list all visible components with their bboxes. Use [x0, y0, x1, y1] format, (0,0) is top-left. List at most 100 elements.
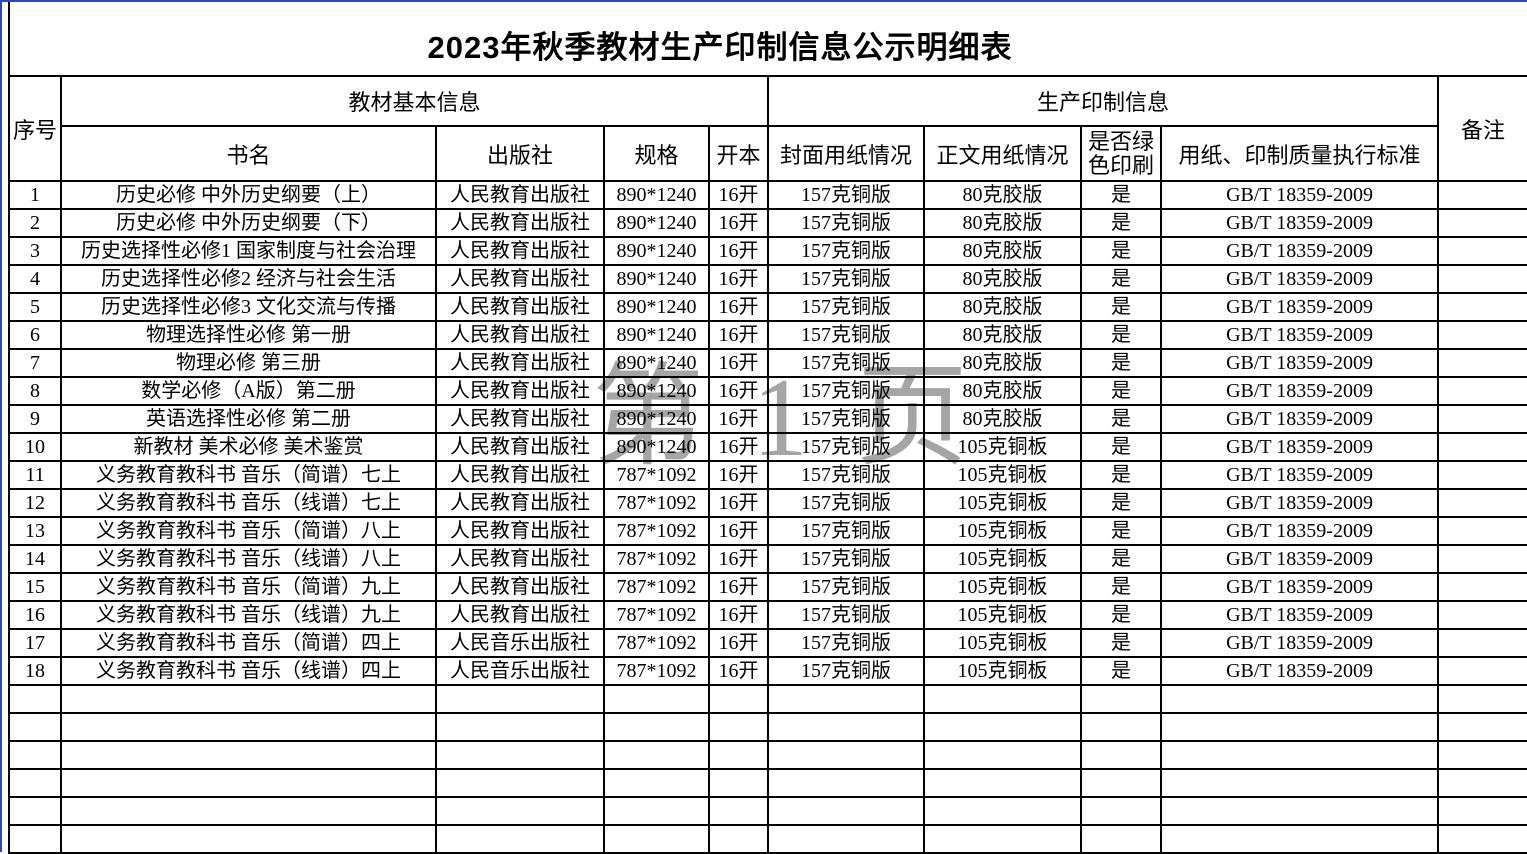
- cell-spec: 890*1240: [603, 236, 710, 266]
- cell-body-paper: 105克铜板: [923, 460, 1083, 490]
- table-row: 5 历史选择性必修3 文化交流与传播 人民教育出版社 890*1240 16开 157克铜…: [8, 292, 1527, 322]
- cell-book-name: 义务教育教科书 音乐（简谱）七上: [60, 460, 437, 490]
- cell-green-print: 是: [1080, 404, 1163, 434]
- cell-green-print: 是: [1080, 236, 1163, 266]
- col-header-serial: 序号: [8, 75, 62, 182]
- cell-serial: 2: [8, 208, 62, 238]
- cell-standard: GB/T 18359-2009: [1160, 236, 1440, 266]
- cell-spec: 890*1240: [603, 264, 710, 294]
- cell-book-name: [60, 740, 437, 770]
- cell-book-name: 历史选择性必修3 文化交流与传播: [60, 292, 437, 322]
- cell-green-print: [1080, 684, 1163, 714]
- col-header-quality-standard: 用纸、印制质量执行标准: [1160, 125, 1440, 182]
- cell-book-name: 历史选择性必修2 经济与社会生活: [60, 264, 437, 294]
- cell-green-print: 是: [1080, 348, 1163, 378]
- cell-remark: [1437, 572, 1527, 602]
- cell-standard: GB/T 18359-2009: [1160, 432, 1440, 462]
- cell-cover-paper: 157克铜版: [767, 348, 926, 378]
- table-row: 3 历史选择性必修1 国家制度与社会治理 人民教育出版社 890*1240 16开 157…: [8, 236, 1527, 266]
- table-row-empty: [8, 768, 1527, 798]
- cell-book-name: 历史选择性必修1 国家制度与社会治理: [60, 236, 437, 266]
- cell-serial: 6: [8, 320, 62, 350]
- cell-format: 16开: [707, 628, 770, 658]
- cell-spec: [603, 684, 710, 714]
- cell-format: [707, 684, 770, 714]
- table-row: 2 历史必修 中外历史纲要（下） 人民教育出版社 890*1240 16开 157克铜版 8…: [8, 208, 1527, 238]
- cell-remark: [1437, 768, 1527, 798]
- cell-remark: [1437, 516, 1527, 546]
- cell-format: [707, 712, 770, 742]
- cell-spec: 890*1240: [603, 208, 710, 238]
- cell-spec: 787*1092: [603, 628, 710, 658]
- col-group-production-info: 生产印制信息: [767, 75, 1440, 127]
- table-row: 6 物理选择性必修 第一册 人民教育出版社 890*1240 16开 157克铜版 80克胶…: [8, 320, 1527, 350]
- cell-standard: GB/T 18359-2009: [1160, 656, 1440, 686]
- cell-spec: 787*1092: [603, 600, 710, 630]
- cell-spec: 890*1240: [603, 404, 710, 434]
- cell-green-print: 是: [1080, 292, 1163, 322]
- cell-standard: GB/T 18359-2009: [1160, 264, 1440, 294]
- cell-publisher: 人民音乐出版社: [435, 628, 605, 658]
- cell-remark: [1437, 796, 1527, 826]
- cell-green-print: [1080, 824, 1163, 854]
- cell-format: 16开: [707, 292, 770, 322]
- cell-remark: [1437, 404, 1527, 434]
- cell-format: 16开: [707, 236, 770, 266]
- cell-body-paper: 80克胶版: [923, 180, 1083, 210]
- cell-body-paper: 80克胶版: [923, 264, 1083, 294]
- cell-book-name: 义务教育教科书 音乐（简谱）九上: [60, 572, 437, 602]
- table-row: 15 义务教育教科书 音乐（简谱）九上 人民教育出版社 787*1092 16开 157克…: [8, 572, 1527, 602]
- cell-publisher: 人民教育出版社: [435, 376, 605, 406]
- cell-book-name: 义务教育教科书 音乐（简谱）四上: [60, 628, 437, 658]
- cell-green-print: 是: [1080, 572, 1163, 602]
- cell-cover-paper: [767, 768, 926, 798]
- cell-format: 16开: [707, 376, 770, 406]
- cell-green-print: 是: [1080, 264, 1163, 294]
- col-group-basic-info: 教材基本信息: [59, 75, 770, 127]
- cell-cover-paper: 157克铜版: [767, 488, 926, 518]
- cell-format: 16开: [707, 348, 770, 378]
- cell-format: 16开: [707, 488, 770, 518]
- cell-standard: [1160, 684, 1440, 714]
- cell-standard: GB/T 18359-2009: [1160, 320, 1440, 350]
- cell-remark: [1437, 488, 1527, 518]
- cell-publisher: [435, 684, 605, 714]
- cell-green-print: 是: [1080, 460, 1163, 490]
- cell-spec: 787*1092: [603, 516, 710, 546]
- cell-remark: [1437, 544, 1527, 574]
- cell-spec: 787*1092: [603, 656, 710, 686]
- cell-body-paper: 105克铜板: [923, 516, 1083, 546]
- cell-remark: [1437, 208, 1527, 238]
- cell-cover-paper: 157克铜版: [767, 600, 926, 630]
- cell-cover-paper: [767, 684, 926, 714]
- cell-spec: 890*1240: [603, 376, 710, 406]
- col-header-remark: 备注: [1437, 75, 1527, 182]
- cell-standard: [1160, 740, 1440, 770]
- cell-book-name: 义务教育教科书 音乐（简谱）八上: [60, 516, 437, 546]
- cell-spec: [603, 824, 710, 854]
- cell-format: [707, 796, 770, 826]
- cell-green-print: 是: [1080, 320, 1163, 350]
- cell-serial: 4: [8, 264, 62, 294]
- cell-body-paper: 105克铜板: [923, 432, 1083, 462]
- page-break-line-top: [0, 0, 1527, 2]
- cell-publisher: [435, 712, 605, 742]
- cell-serial: [8, 712, 62, 742]
- cell-standard: [1160, 768, 1440, 798]
- cell-book-name: 数学必修（A版）第二册: [60, 376, 437, 406]
- cell-green-print: [1080, 712, 1163, 742]
- cell-format: 16开: [707, 656, 770, 686]
- table-row: 10 新教材 美术必修 美术鉴赏 人民教育出版社 890*1240 16开 157克铜版 1…: [8, 432, 1527, 462]
- col-header-format: 开本: [707, 125, 770, 182]
- page-title: 2023年秋季教材生产印制信息公示明细表: [427, 30, 1013, 65]
- cell-publisher: 人民教育出版社: [435, 600, 605, 630]
- cell-green-print: [1080, 740, 1163, 770]
- cell-book-name: [60, 712, 437, 742]
- cell-format: 16开: [707, 572, 770, 602]
- cell-body-paper: [923, 684, 1083, 714]
- cell-remark: [1437, 684, 1527, 714]
- cell-book-name: 历史必修 中外历史纲要（上）: [60, 180, 437, 210]
- cell-publisher: [435, 824, 605, 854]
- cell-green-print: 是: [1080, 488, 1163, 518]
- cell-format: 16开: [707, 432, 770, 462]
